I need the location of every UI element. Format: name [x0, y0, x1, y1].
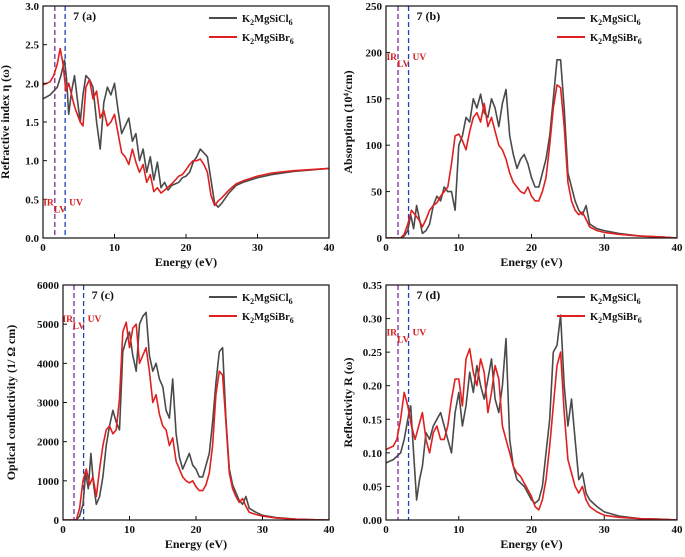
region-label-ir: IR [386, 328, 397, 338]
y-tick-label: 200 [366, 47, 383, 59]
y-tick-label: 0.30 [363, 314, 383, 326]
x-tick-label: 10 [453, 242, 465, 254]
y-tick-label: 0.05 [363, 481, 383, 493]
x-tick-label: 40 [324, 524, 336, 536]
panel-2: 0 10 20 30 40 0 50 100 150 200 250 Energy (eV) Absor… [341, 1, 683, 269]
legend-label-k2mgsicl6: K2​MgSiCl6​ [590, 293, 641, 306]
region-label-uv: UV [88, 315, 102, 325]
series-line-k2mgsibr6 [386, 347, 677, 520]
y-tick-label: 0.5 [25, 194, 39, 206]
series-line-k2mgsicl6 [386, 314, 677, 520]
region-label-ir: IR [386, 53, 397, 63]
legend-label-k2mgsibr6: K2​MgSiBr6​ [242, 33, 294, 46]
x-tick-label: 0 [383, 242, 389, 254]
x-tick-label: 10 [124, 524, 136, 536]
x-tick-label: 40 [672, 524, 684, 536]
series-line-k2mgsicl6 [386, 58, 677, 238]
panel-3: 0 10 20 30 40 0 1000 2000 3000 4000 5000 6000 Energy… [4, 280, 335, 551]
region-label-uv: UV [413, 53, 427, 63]
y-tick-label: 0.20 [363, 381, 383, 393]
x-tick-label: 20 [526, 242, 538, 254]
region-label-lv: LV [54, 206, 66, 216]
panel-4: 0 10 20 30 40 0.00 0.05 0.10 0.15 0.20 0.25 0.30 0.3… [341, 280, 683, 551]
region-label-uv: UV [413, 328, 427, 338]
y-tick-label: 3000 [37, 398, 60, 410]
series-line-k2mgsibr6 [386, 84, 677, 238]
y-axis-title: Refractive index η (ω) [0, 65, 12, 179]
panel-tag: 7 (d) [417, 288, 441, 302]
x-tick-label: 30 [257, 524, 269, 536]
x-axis-title: Energy (eV) [500, 537, 562, 551]
region-label-lv: LV [397, 335, 409, 345]
x-tick-label: 0 [60, 524, 66, 536]
series-line-k2mgsibr6 [43, 47, 329, 207]
x-tick-label: 0 [383, 524, 389, 536]
x-tick-label: 40 [672, 242, 684, 254]
panel-tag: 7 (c) [92, 288, 114, 302]
y-tick-label: 0.00 [363, 515, 383, 527]
legend-label-k2mgsicl6: K2​MgSiCl6​ [590, 14, 641, 27]
x-tick-label: 20 [191, 524, 203, 536]
y-tick-label: 2.5 [25, 40, 39, 52]
y-tick-label: 250 [366, 1, 383, 13]
legend-label-k2mgsibr6: K2​MgSiBr6​ [590, 312, 642, 325]
x-tick-label: 40 [324, 242, 336, 254]
y-tick-label: 1.0 [25, 156, 39, 168]
legend-label-k2mgsicl6: K2​MgSiCl6​ [242, 293, 293, 306]
y-axis-title: Reflectivity R (ω) [341, 357, 355, 447]
x-tick-label: 10 [109, 242, 121, 254]
y-tick-label: 2.0 [25, 78, 39, 90]
y-tick-label: 6000 [37, 280, 60, 292]
y-tick-label: 0.0 [25, 233, 39, 245]
y-tick-label: 0.15 [363, 414, 383, 426]
region-label-lv: LV [73, 322, 85, 332]
y-axis-title: Absorption (10⁴/cm) [341, 70, 355, 173]
y-tick-label: 5000 [37, 319, 60, 331]
region-label-ir: IR [43, 199, 54, 209]
panel-tag: 7 (a) [73, 9, 96, 23]
x-tick-label: 30 [252, 242, 264, 254]
y-tick-label: 150 [366, 94, 383, 106]
legend-label-k2mgsibr6: K2​MgSiBr6​ [590, 33, 642, 46]
legend-label-k2mgsicl6: K2​MgSiCl6​ [242, 14, 293, 27]
x-tick-label: 0 [40, 242, 46, 254]
y-tick-label: 50 [371, 187, 383, 199]
panel-tag: 7 (b) [417, 9, 441, 23]
panel-1: 0 10 20 30 40 0.0 0.5 1.0 1.5 2.0 2.5 3.0 Energy (eV… [0, 1, 335, 269]
series-line-k2mgsicl6 [43, 59, 329, 208]
x-axis-title: Energy (eV) [500, 255, 562, 269]
region-label-uv: UV [69, 199, 83, 209]
x-tick-label: 20 [181, 242, 193, 254]
y-tick-label: 0.10 [363, 448, 383, 460]
series-line-k2mgsibr6 [63, 321, 329, 520]
x-axis-title: Energy (eV) [165, 537, 227, 551]
y-tick-label: 100 [366, 140, 383, 152]
x-tick-label: 20 [526, 524, 538, 536]
y-tick-label: 0.25 [363, 347, 383, 359]
y-tick-label: 4000 [37, 358, 60, 370]
y-tick-label: 0 [54, 515, 60, 527]
x-tick-label: 30 [599, 242, 611, 254]
y-tick-label: 2000 [37, 437, 60, 449]
region-label-ir: IR [62, 315, 73, 325]
x-axis-title: Energy (eV) [155, 255, 217, 269]
y-tick-label: 3.0 [25, 1, 39, 13]
y-tick-label: 0.35 [363, 280, 383, 292]
region-label-lv: LV [397, 60, 409, 70]
y-axis-title: Optical conductivity (1/ Ω cm) [4, 325, 18, 481]
y-tick-label: 1.5 [25, 117, 39, 129]
series-line-k2mgsicl6 [63, 311, 329, 520]
y-tick-label: 0 [377, 233, 383, 245]
x-tick-label: 10 [453, 524, 465, 536]
y-tick-label: 1000 [37, 476, 60, 488]
legend-label-k2mgsibr6: K2​MgSiBr6​ [242, 312, 294, 325]
x-tick-label: 30 [599, 524, 611, 536]
